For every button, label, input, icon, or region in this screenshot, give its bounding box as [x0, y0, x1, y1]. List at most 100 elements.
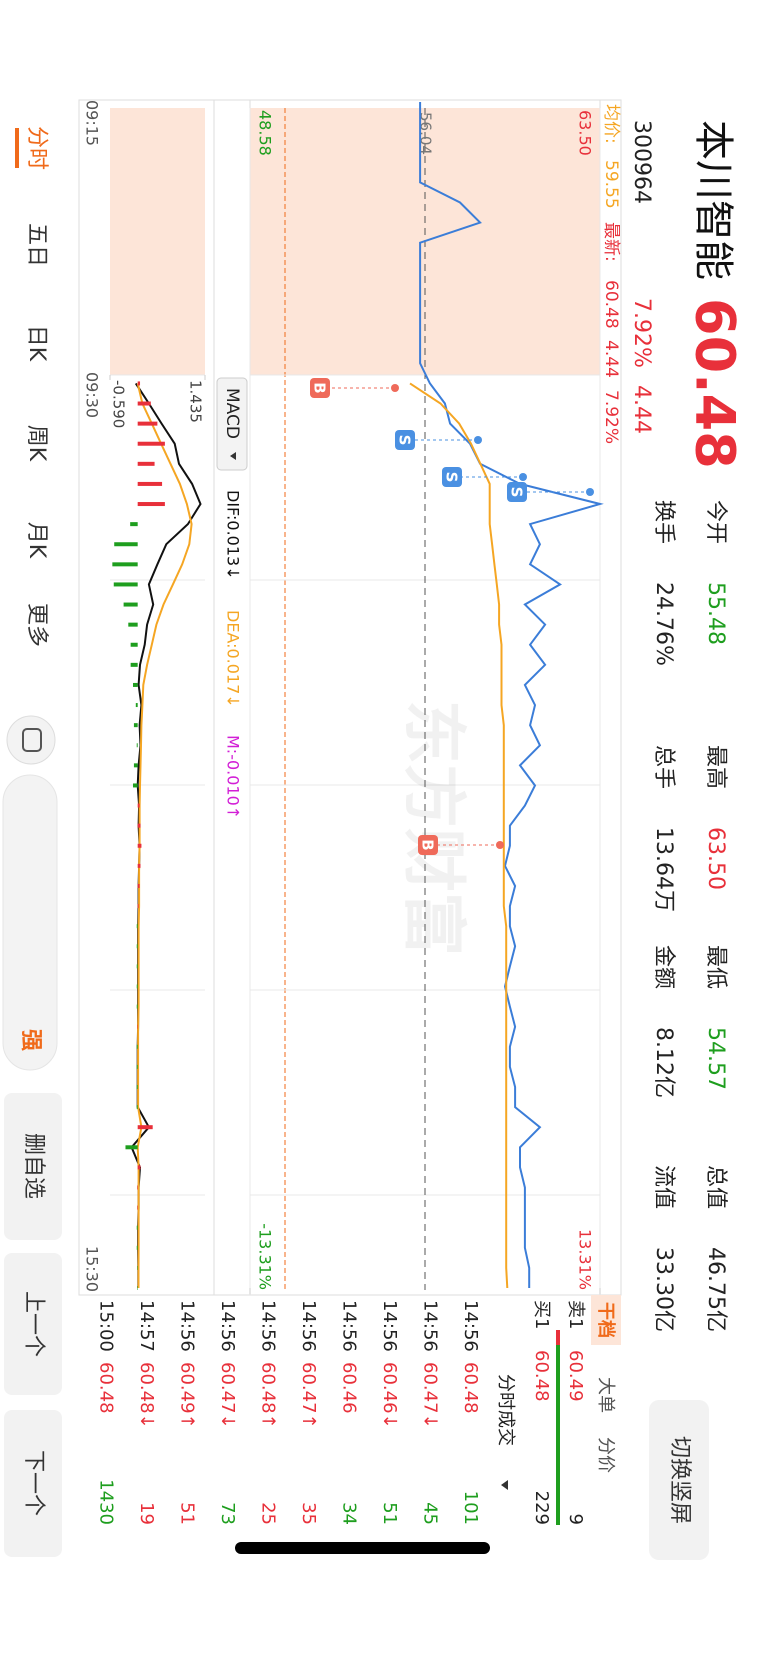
switch-label[interactable]: 切换竖屏 — [667, 1436, 692, 1524]
legend-entry: M:-0.010↑ — [224, 735, 243, 819]
macd-bar — [130, 522, 138, 527]
action-label[interactable]: 删自选 — [21, 1133, 46, 1199]
macd-line — [136, 383, 193, 1288]
stat-label: 最低 — [703, 945, 728, 989]
book-tab[interactable]: 干档 — [595, 1302, 617, 1338]
trade-time: 14:57 — [136, 1300, 157, 1352]
level-label: 卖1 — [565, 1300, 586, 1329]
trade-price: 60.48 — [96, 1362, 117, 1414]
legend-entry: DEA:0.017↓ — [224, 610, 243, 708]
period-tab[interactable]: 更多 — [24, 603, 49, 647]
level-price: 60.48 — [531, 1350, 552, 1402]
period-tab[interactable]: 五日 — [24, 223, 49, 267]
macd-bar — [133, 763, 138, 768]
level-volume: 229 — [531, 1491, 552, 1525]
macd-bar — [136, 944, 138, 949]
macd-bar — [112, 562, 138, 567]
macd-bar — [136, 1084, 138, 1089]
trade-volume: 101 — [460, 1491, 481, 1525]
macd-bar — [132, 783, 138, 788]
level-label: 买1 — [531, 1300, 552, 1329]
search-pill[interactable] — [2, 774, 58, 1071]
action-button[interactable] — [4, 1410, 62, 1557]
avg-value: 59.55 — [601, 160, 621, 209]
stat-label: 金额 — [651, 945, 676, 989]
macd-bar — [137, 441, 165, 446]
trade-time: 14:56 — [217, 1300, 238, 1352]
signal-badge — [418, 835, 438, 855]
signal-label: S — [508, 487, 526, 498]
price-line — [409, 382, 509, 1289]
stat-label: 总值 — [703, 1165, 728, 1209]
indicator-select[interactable] — [216, 377, 248, 471]
tab-underline — [15, 128, 19, 168]
macd-bar — [136, 984, 138, 989]
signal-label: S — [443, 472, 461, 483]
stock-name: 本川智能 — [690, 120, 736, 280]
macd-bar — [128, 622, 138, 627]
stat-label: 流值 — [651, 1165, 676, 1209]
y-tick-label: 1.435 — [187, 380, 205, 423]
period-tab[interactable]: 月K — [24, 522, 49, 559]
period-tab[interactable]: 日K — [24, 325, 49, 362]
macd-bar — [136, 1245, 138, 1250]
trade-price: 60.49↑ — [177, 1362, 198, 1429]
watermark: 东方财富 — [395, 700, 469, 956]
macd-bar — [137, 1205, 138, 1210]
macd-bar — [137, 843, 142, 848]
macd-bar — [137, 1125, 153, 1130]
period-tab[interactable]: 周K — [24, 425, 49, 462]
chat-icon[interactable] — [6, 715, 56, 765]
avg-label: 均价: — [601, 104, 621, 144]
macd-bar — [136, 1004, 138, 1009]
macd-bar — [130, 642, 138, 647]
action-label[interactable]: 上一个 — [21, 1291, 46, 1357]
dropdown-arrow — [501, 1480, 508, 1490]
badge[interactable]: 强 — [18, 1029, 43, 1051]
trade-price: 60.47↑ — [298, 1362, 319, 1429]
stat-value: 46.75亿 — [703, 1247, 728, 1332]
action-button[interactable] — [4, 1093, 62, 1240]
macd-bar — [133, 723, 138, 728]
trade-volume: 25 — [258, 1502, 279, 1525]
period-tab[interactable]: 分时 — [24, 126, 49, 170]
stat-value: 54.57 — [703, 1027, 728, 1090]
signal-label: B — [419, 839, 437, 850]
signal-badge — [395, 430, 415, 450]
macd-bar — [136, 1044, 138, 1049]
trade-price: 60.47↓ — [420, 1362, 441, 1429]
trade-time: 14:56 — [258, 1300, 279, 1352]
y2-tick-label: 13.31% — [576, 1229, 595, 1290]
trade-price: 60.48↓ — [136, 1362, 157, 1429]
macd-bar — [113, 582, 138, 587]
book-tab[interactable]: 分价 — [595, 1437, 616, 1473]
macd-bar — [136, 743, 138, 748]
trade-time: 14:56 — [379, 1300, 400, 1352]
trade-price: 60.48↑ — [258, 1362, 279, 1429]
macd-bar — [136, 924, 138, 929]
book-tab[interactable]: 大单 — [595, 1377, 616, 1413]
macd-bar — [137, 1165, 141, 1170]
action-label[interactable]: 下一个 — [21, 1450, 46, 1516]
switch-button[interactable] — [649, 1400, 709, 1560]
stat-label: 换手 — [651, 500, 676, 544]
macd-bar — [137, 1185, 138, 1190]
stat-value: 13.64万 — [651, 827, 676, 912]
macd-bar — [137, 461, 155, 466]
signal-dot — [519, 473, 527, 481]
macd-bar — [132, 682, 138, 687]
trade-volume: 34 — [339, 1502, 360, 1525]
home-indicator — [235, 1542, 490, 1554]
macd-bar — [137, 1265, 138, 1270]
trade-time: 14:56 — [460, 1300, 481, 1352]
action-button[interactable] — [4, 1253, 62, 1395]
y2-tick-label: -13.31% — [256, 1223, 275, 1290]
trade-price: 60.46 — [339, 1362, 360, 1414]
trade-volume: 51 — [177, 1502, 198, 1525]
stat-value: 55.48 — [703, 582, 728, 645]
signal-dot — [391, 384, 399, 392]
trade-volume: 1430 — [96, 1479, 117, 1525]
trade-time: 14:56 — [177, 1300, 198, 1352]
stat-value: 8.12亿 — [651, 1027, 676, 1098]
